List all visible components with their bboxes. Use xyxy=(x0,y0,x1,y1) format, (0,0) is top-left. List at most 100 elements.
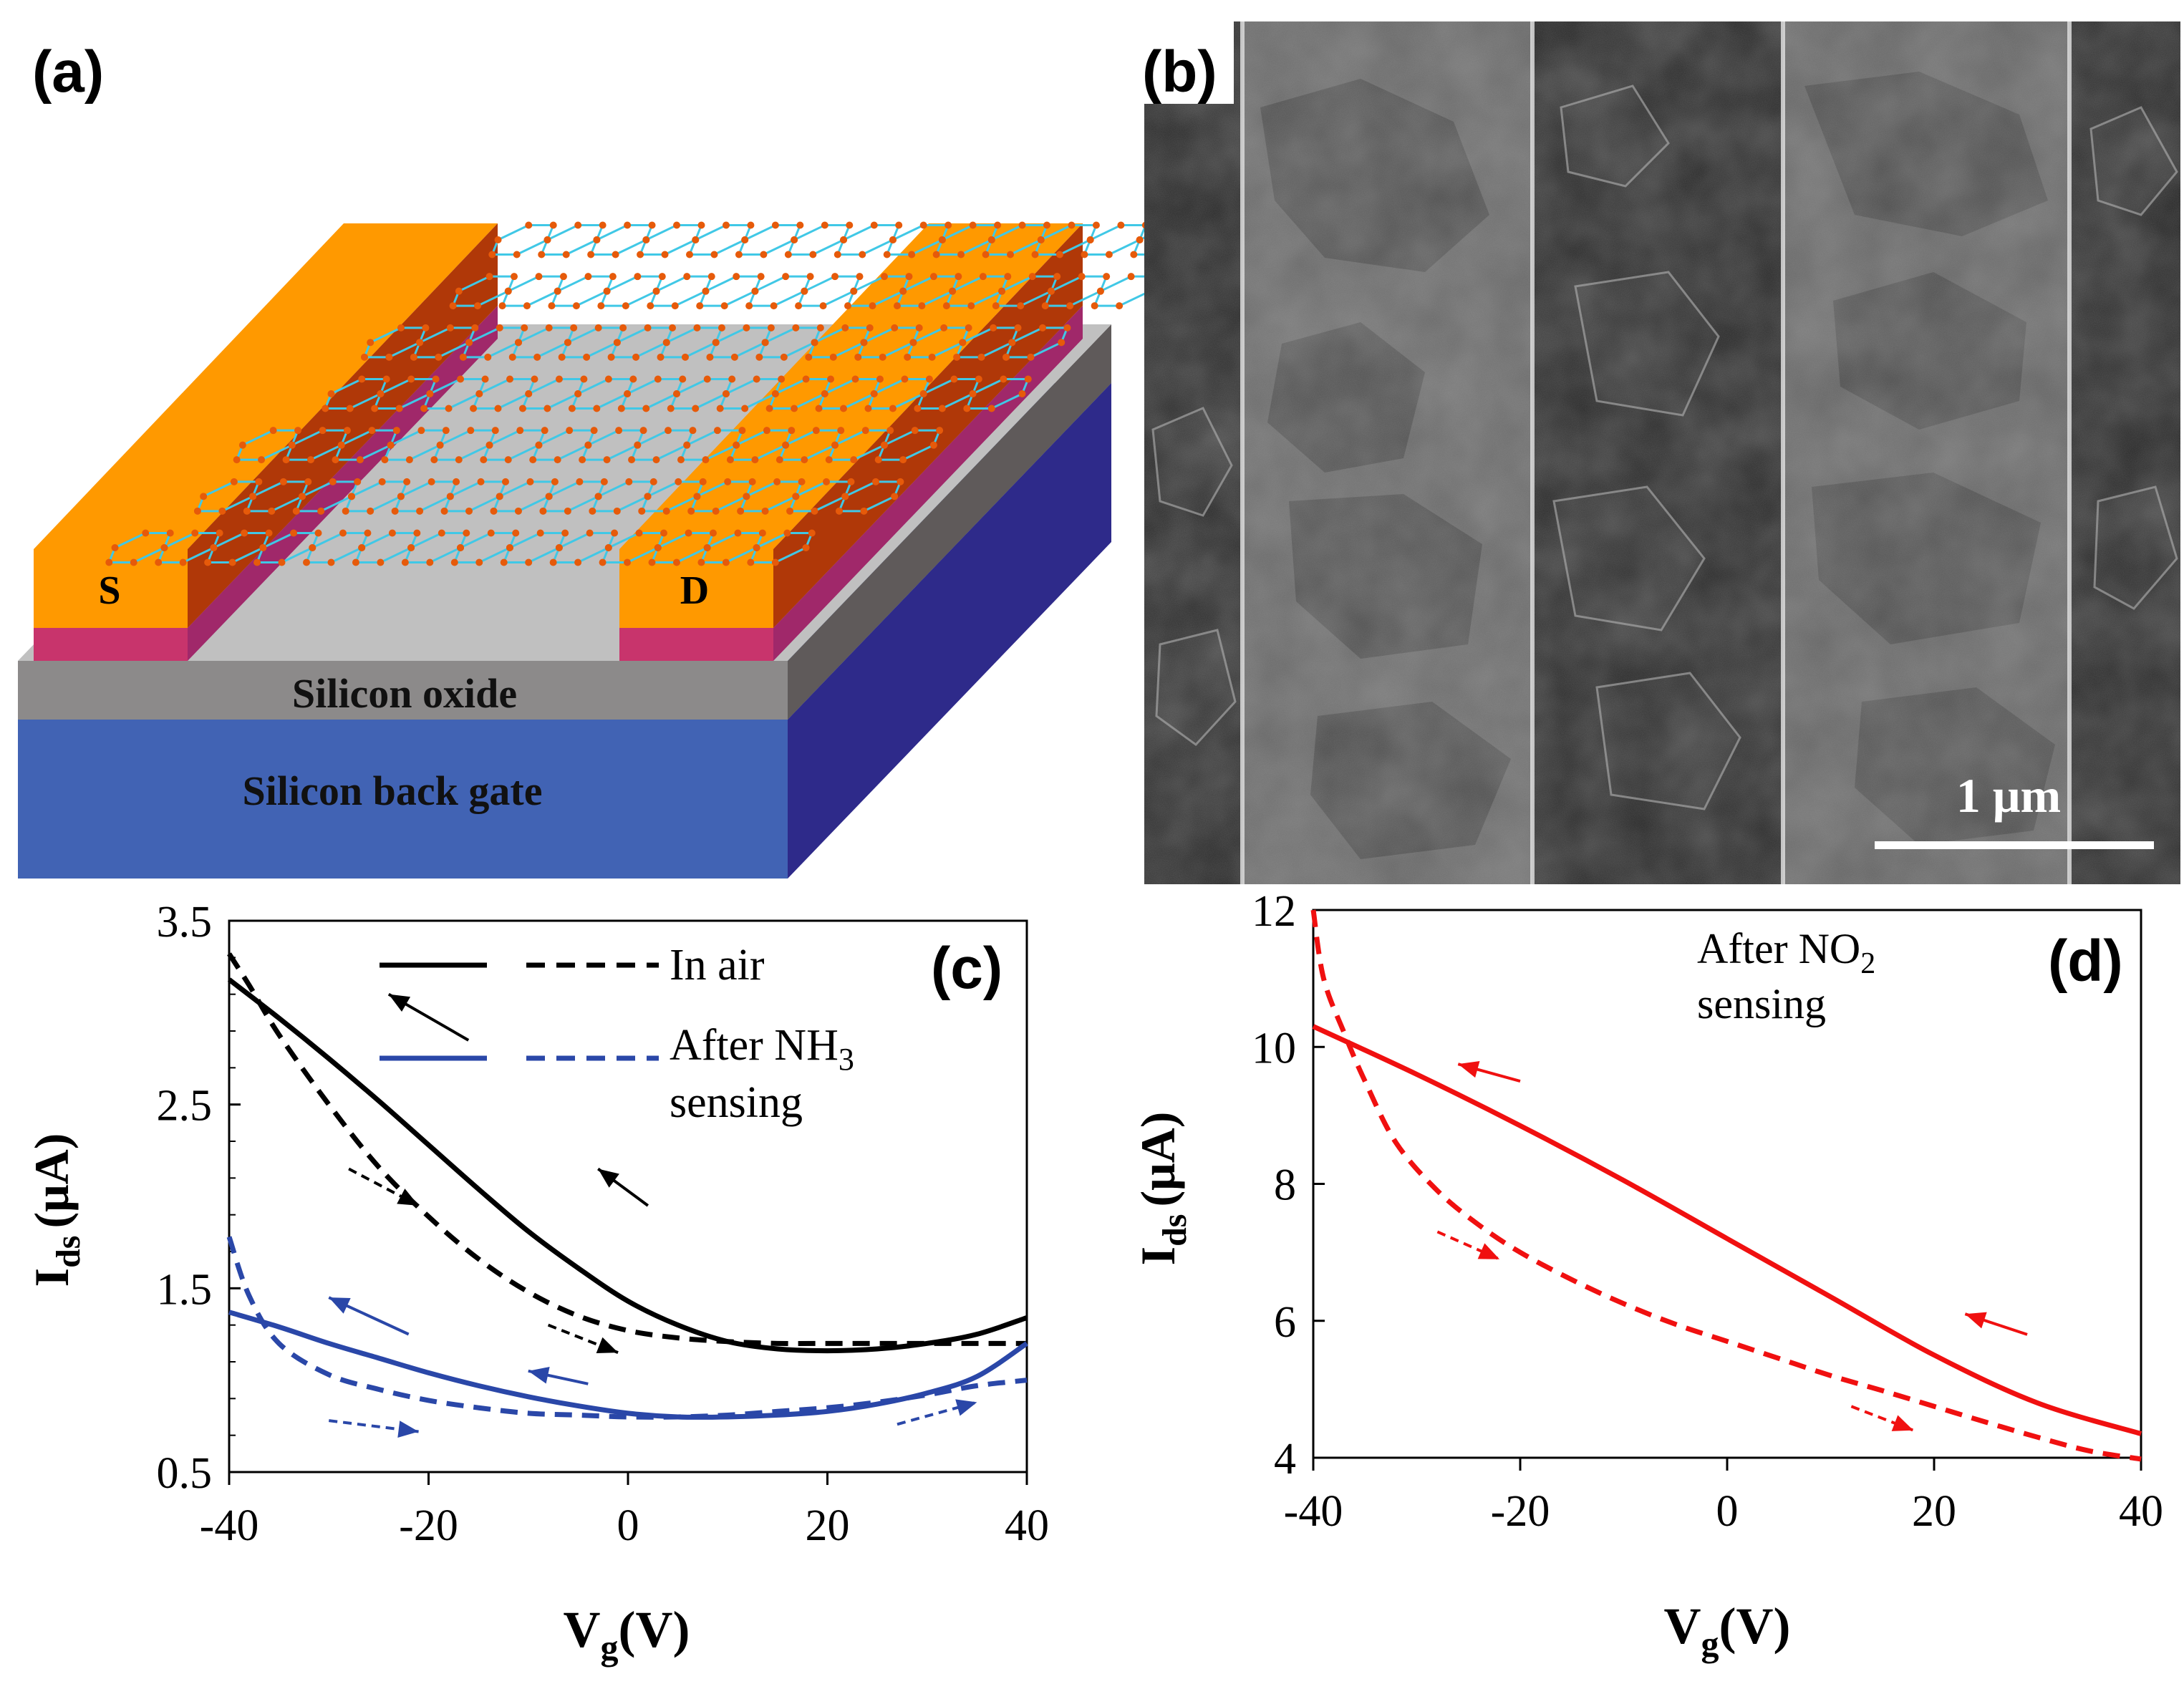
graphene-atom xyxy=(525,558,533,566)
graphene-atom xyxy=(831,273,839,281)
graphene-atom xyxy=(543,236,551,243)
graphene-atom xyxy=(634,441,642,449)
graphene-atom xyxy=(654,544,662,551)
graphene-atom xyxy=(477,478,485,485)
graphene-atom xyxy=(722,558,730,566)
graphene-atom xyxy=(457,544,465,551)
graphene-atom xyxy=(1002,353,1010,361)
graphene-atom xyxy=(498,302,506,310)
graphene-atom xyxy=(642,405,650,412)
graphene-atom xyxy=(309,544,317,551)
graphene-atom xyxy=(880,441,888,449)
graphene-atom xyxy=(526,478,534,485)
graphene-atom xyxy=(1068,221,1076,229)
graphene-atom xyxy=(644,493,652,500)
chart-d-ticks: 4 6 8 10 12 -40 -20 0 20 40 xyxy=(1252,887,2163,1536)
graphene-atom xyxy=(879,353,886,361)
graphene-atom xyxy=(773,478,781,485)
graphene-atom xyxy=(416,339,424,347)
graphene-atom xyxy=(831,441,839,449)
graphene-atom xyxy=(622,302,629,310)
graphene-atom xyxy=(864,405,872,412)
graphene-atom xyxy=(337,441,345,449)
graphene-atom xyxy=(660,529,668,537)
graphene-atom xyxy=(841,324,849,331)
graphene-atom xyxy=(782,273,790,281)
graphene-atom xyxy=(617,405,625,412)
graphene-atom xyxy=(609,273,617,281)
chart-d-ylabel-sub: ds xyxy=(1156,1214,1194,1247)
oxide-side-face xyxy=(788,324,1111,720)
graphene-atom xyxy=(788,427,796,435)
graphene-atom xyxy=(1024,375,1032,383)
graphene-atom xyxy=(685,251,693,258)
graphene-atom xyxy=(1043,221,1051,229)
direction-arrow-head xyxy=(329,1297,351,1314)
graphene-atom xyxy=(891,493,899,500)
graphene-atom xyxy=(669,324,677,331)
graphene-atom xyxy=(869,302,876,310)
graphene-atom xyxy=(955,273,962,281)
chart-d-xlabel-unit: (V) xyxy=(1719,1597,1791,1655)
graphene-atom xyxy=(658,273,666,281)
series-solid-line xyxy=(227,977,1028,1354)
graphene-atom xyxy=(1058,339,1066,347)
chart-c-ylabel-main: I xyxy=(24,1268,79,1287)
graphene-atom xyxy=(516,427,524,435)
graphene-atom xyxy=(697,221,705,229)
graphene-atom xyxy=(693,324,701,331)
graphene-atom xyxy=(929,273,937,281)
y-tick-label: 12 xyxy=(1252,887,1296,936)
y-tick-label: 0.5 xyxy=(157,1449,213,1498)
graphene-atom xyxy=(204,558,212,566)
graphene-atom xyxy=(179,558,187,566)
graphene-atom xyxy=(805,353,813,361)
graphene-atom xyxy=(987,405,995,412)
graphene-atom xyxy=(724,478,732,485)
graphene-atom xyxy=(1017,302,1025,310)
graphene-atom xyxy=(352,558,359,566)
graphene-atom xyxy=(422,324,430,331)
graphene-atom xyxy=(1037,236,1045,243)
graphene-atom xyxy=(265,529,273,537)
graphene-atom xyxy=(798,478,806,485)
graphene-atom xyxy=(730,353,738,361)
graphene-atom xyxy=(844,302,852,310)
graphene-atom xyxy=(514,507,522,515)
y-tick-label: 4 xyxy=(1274,1435,1296,1484)
graphene-atom xyxy=(490,507,498,515)
graphene-atom xyxy=(743,493,750,500)
source-label: S xyxy=(98,568,120,613)
graphene-atom xyxy=(1004,273,1012,281)
graphene-atom xyxy=(965,324,972,331)
graphene-atom xyxy=(1116,302,1124,310)
graphene-atom xyxy=(304,478,312,485)
graphene-atom xyxy=(600,478,608,485)
panel-a-label: (a) xyxy=(32,39,104,105)
graphene-atom xyxy=(918,302,926,310)
graphene-atom xyxy=(683,273,691,281)
graphene-atom xyxy=(673,221,681,229)
graphene-atom xyxy=(969,390,977,397)
graphene-atom xyxy=(693,493,701,500)
graphene-atom xyxy=(874,456,882,464)
graphene-atom xyxy=(796,221,804,229)
graphene-atom xyxy=(278,558,286,566)
graphene-atom xyxy=(687,507,695,515)
graphene-atom xyxy=(969,221,977,229)
graphene-atom xyxy=(959,339,967,347)
graphene-atom xyxy=(639,427,647,435)
y-tick-label: 2.5 xyxy=(157,1082,213,1131)
graphene-atom xyxy=(397,324,405,331)
chart-c-series xyxy=(226,952,1028,1420)
chart-d-arrows xyxy=(1436,1061,2028,1432)
graphene-atom xyxy=(801,287,808,295)
graphene-atom xyxy=(709,529,717,537)
graphene-atom xyxy=(1008,339,1016,347)
graphene-atom xyxy=(586,529,594,537)
graphene-atom xyxy=(1127,273,1135,281)
graphene-atom xyxy=(354,478,362,485)
graphene-atom xyxy=(535,273,543,281)
graphene-atom xyxy=(1053,273,1061,281)
graphene-atom xyxy=(726,456,734,464)
